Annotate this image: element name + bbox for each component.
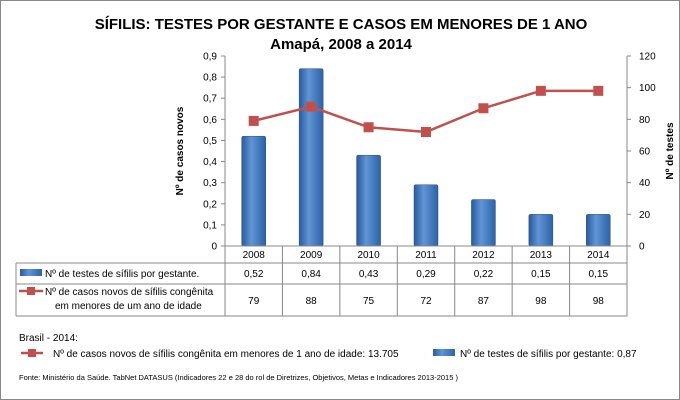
brasil-heading: Brasil - 2014: xyxy=(19,333,78,344)
bar-2011 xyxy=(413,184,439,247)
line-value-label: 75 xyxy=(363,296,375,307)
line-point-2008 xyxy=(248,115,259,126)
line-point-2011 xyxy=(421,127,431,137)
bar-2010 xyxy=(356,154,381,247)
bar-2012 xyxy=(471,199,496,247)
bar-value-label: 0,15 xyxy=(589,269,609,280)
category-label: 2013 xyxy=(530,250,553,261)
category-label: 2011 xyxy=(415,250,437,261)
bar-legend-icon xyxy=(20,269,42,276)
line-value-label: 88 xyxy=(306,296,318,307)
chart-subtitle: Amapá, 2008 a 2014 xyxy=(270,36,412,53)
left-tick-label: 0,2 xyxy=(203,199,217,210)
line-value-label: 98 xyxy=(593,296,605,307)
category-label: 2008 xyxy=(243,250,266,261)
brasil-cases: Nº de casos novos de sífilis congênita e… xyxy=(53,349,399,360)
line-point-2009 xyxy=(306,101,317,112)
right-tick-label: 120 xyxy=(639,52,656,63)
line-point-2013 xyxy=(535,85,546,96)
brasil-line-legend-icon xyxy=(21,349,43,357)
right-tick-label: 40 xyxy=(639,178,651,189)
left-tick-label: 0,7 xyxy=(203,94,217,105)
line-value-label: 87 xyxy=(478,296,490,307)
right-axis-label: Nº de testes xyxy=(665,122,676,179)
line-point-2014 xyxy=(593,85,604,96)
left-tick-label: 0,3 xyxy=(203,178,217,189)
bar-value-label: 0,29 xyxy=(416,269,436,280)
right-tick-label: 60 xyxy=(639,147,651,158)
bar-2009 xyxy=(298,68,324,247)
category-label: 2010 xyxy=(357,250,380,261)
bar-2014 xyxy=(586,214,611,247)
right-tick-label: 80 xyxy=(639,115,651,126)
bar-2008 xyxy=(241,135,266,247)
line-series-name-1: Nº de casos novos de sífilis congênita xyxy=(45,287,214,298)
brasil-tests: Nº de testes de sífilis por gestante: 0,… xyxy=(460,349,637,360)
left-axis-label: Nº de casos novos xyxy=(175,106,186,195)
left-tick-label: 0,4 xyxy=(203,157,217,168)
bar-value-label: 0,43 xyxy=(359,269,379,280)
bar-value-label: 0,22 xyxy=(474,269,494,280)
left-tick-label: 0,1 xyxy=(203,220,217,231)
category-label: 2014 xyxy=(587,250,610,261)
line-point-2012 xyxy=(478,103,489,114)
chart-title: SÍFILIS: TESTES POR GESTANTE E CASOS EM … xyxy=(95,16,588,33)
line-series-name-2: em menores de um ano de idade xyxy=(55,301,202,312)
line-legend-marker xyxy=(27,287,35,295)
left-tick-label: 0,5 xyxy=(203,136,217,147)
line-value-label: 79 xyxy=(248,296,260,307)
bar-value-label: 0,15 xyxy=(531,269,551,280)
category-label: 2012 xyxy=(472,250,495,261)
source-note: Fonte: Ministério da Saúde. TabNet DATAS… xyxy=(19,373,458,382)
bar-value-label: 0,84 xyxy=(301,269,321,280)
bar-value-label: 0,52 xyxy=(244,269,264,280)
bar-series-name: Nº de testes de sífilis por gestante. xyxy=(45,269,199,280)
category-label: 2009 xyxy=(300,250,323,261)
left-tick-label: 0,8 xyxy=(203,73,217,84)
left-tick-label: 0,9 xyxy=(203,52,217,63)
brasil-bar-legend-icon xyxy=(433,349,455,356)
right-tick-label: 20 xyxy=(639,210,651,221)
line-point-2010 xyxy=(363,122,374,133)
line-value-label: 98 xyxy=(535,296,547,307)
left-tick-label: 0,6 xyxy=(203,115,217,126)
right-tick-label: 0 xyxy=(639,242,645,253)
right-tick-label: 100 xyxy=(639,83,656,94)
left-tick-label: 0 xyxy=(211,242,217,253)
line-value-label: 72 xyxy=(420,296,432,307)
bar-2013 xyxy=(528,214,554,247)
